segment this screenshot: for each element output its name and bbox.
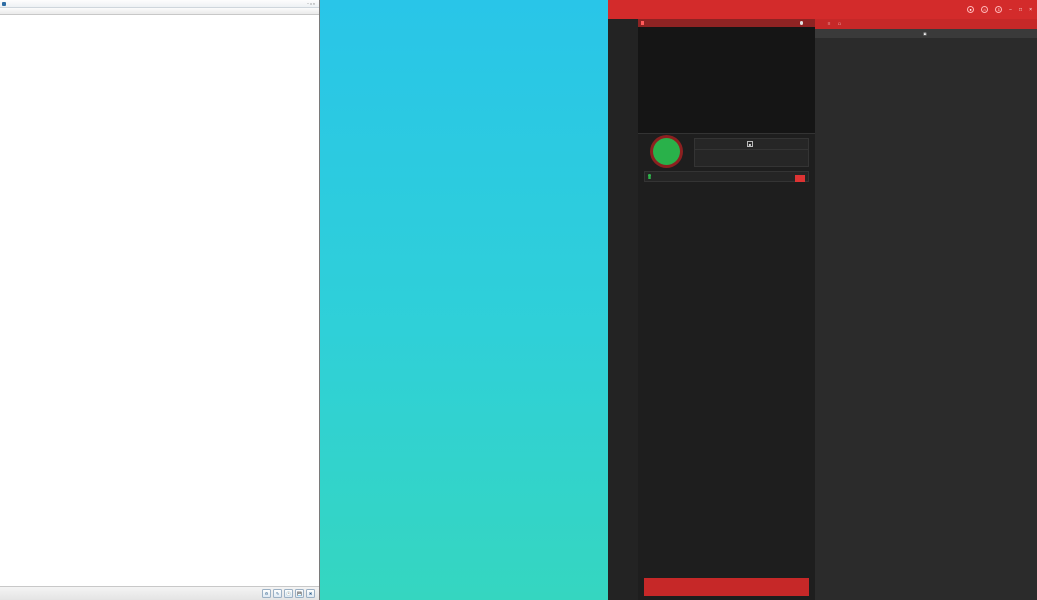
dts-col-color[interactable]: ☐	[838, 22, 841, 26]
stop-small-button[interactable]	[795, 175, 805, 182]
test-type-header[interactable]: ■	[695, 139, 808, 150]
hwinfo-app-icon	[2, 1, 6, 6]
occt-sidebar	[608, 19, 638, 600]
test-log[interactable]	[644, 171, 809, 183]
test-options: ■	[694, 138, 809, 167]
occt-test-panel: ■	[638, 134, 815, 600]
series2-legend	[799, 21, 805, 25]
log-line	[648, 174, 805, 177]
dts-table: ☷ ☐ ▣	[815, 19, 1037, 600]
log-dot-icon	[648, 174, 651, 177]
dts-group-title-row[interactable]: ▣	[815, 29, 1037, 38]
maximize-icon[interactable]: □	[1019, 6, 1023, 13]
minimize-icon[interactable]: −	[1009, 6, 1013, 13]
close-icon[interactable]: ✖	[306, 589, 315, 598]
chart-legend	[638, 19, 815, 27]
cpu-chip-icon: ▣	[923, 31, 927, 36]
occt-titlebar: ● ⌂ ⇩ − □ ×	[608, 0, 1037, 19]
dts-col-graph[interactable]: ☷	[827, 22, 831, 26]
occt-monitoring-pane: ☷ ☐ ▣	[815, 19, 1037, 600]
occt-window: ● ⌂ ⇩ − □ ×	[608, 0, 1037, 600]
occt-window-controls[interactable]: ● ⌂ ⇩ − □ ×	[967, 6, 1032, 13]
hwinfo-footer-toolbar: ⚙ ✎ 🕑 💾 ✖	[0, 586, 319, 600]
test-status	[644, 138, 688, 167]
hwinfo-sensor-table[interactable]	[0, 15, 319, 586]
hwinfo-titlebar: − □ ×	[0, 0, 319, 8]
hwinfo-graph-windows	[320, 0, 608, 600]
series1-swatch	[641, 21, 645, 25]
close-icon[interactable]: ×	[1029, 6, 1032, 13]
sensor-config-icon[interactable]: ✎	[273, 589, 282, 598]
cpu-icon: ■	[747, 141, 753, 147]
occt-main-chart	[638, 19, 815, 134]
home-icon[interactable]: ⌂	[981, 6, 989, 13]
hwinfo-window-controls[interactable]: − □ ×	[307, 1, 315, 6]
series2-swatch	[799, 21, 803, 25]
log-dot-icon	[648, 176, 651, 180]
record-icon[interactable]: ●	[967, 6, 975, 13]
dts-header: ☷ ☐	[815, 19, 1037, 29]
dts-row-list[interactable]	[815, 38, 1037, 600]
hwinfo-column-headers	[0, 8, 319, 15]
sensor-settings-icon[interactable]: ⚙	[262, 589, 271, 598]
logging-icon[interactable]: 💾	[295, 589, 304, 598]
chart-plot	[638, 27, 815, 133]
clock-icon[interactable]: 🕑	[284, 589, 293, 598]
stop-test-button[interactable]	[644, 578, 809, 596]
update-icon[interactable]: ⇩	[995, 6, 1003, 13]
status-ok-icon	[652, 138, 680, 165]
hwinfo-window: − □ × ⚙ ✎ 🕑 💾 ✖	[0, 0, 320, 600]
log-line	[648, 176, 805, 180]
